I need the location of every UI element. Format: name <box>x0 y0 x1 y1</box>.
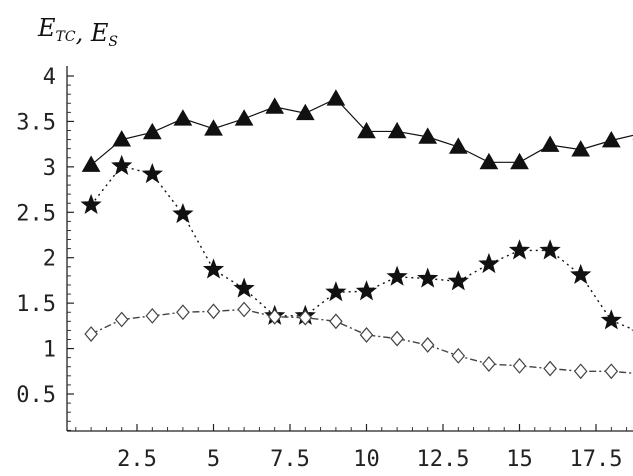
star-marker <box>570 263 592 284</box>
triangle-marker <box>387 121 407 139</box>
diamond-marker <box>329 313 343 330</box>
y-tick-label: 1 <box>43 338 56 363</box>
chart-title: ETC, ES <box>37 14 118 50</box>
y-tick-label: 3 <box>43 156 56 181</box>
triangle-marker <box>510 152 529 170</box>
x-tick-label: 10 <box>353 447 380 472</box>
diamond-marker <box>84 326 98 342</box>
diamond-marker <box>114 311 129 328</box>
triangle-marker <box>265 97 285 114</box>
x-tick-label: 5 <box>207 447 220 472</box>
star-marker <box>233 277 255 298</box>
triangle-marker <box>204 119 223 136</box>
triangle-marker <box>81 155 101 172</box>
x-tick-label: 17.5 <box>570 447 623 472</box>
triangle-marker <box>540 135 560 152</box>
diamond-marker <box>359 327 374 343</box>
star-marker <box>478 252 500 274</box>
y-tick-label: 0.5 <box>16 383 56 408</box>
triangle-marker <box>295 103 315 121</box>
star-marker <box>172 202 194 224</box>
triangle-marker <box>357 121 376 139</box>
diamond-marker <box>482 356 496 372</box>
star-marker <box>508 239 531 260</box>
triangle-marker <box>479 152 499 170</box>
diamond-marker <box>145 307 160 324</box>
star-marker <box>111 154 133 175</box>
triangle-marker <box>326 89 346 106</box>
diamond-marker <box>420 337 435 353</box>
y-tick-label: 2 <box>43 247 56 272</box>
triangle-marker <box>448 137 468 154</box>
triangle-marker <box>418 127 438 144</box>
star-marker <box>447 270 469 291</box>
diamond-marker <box>543 360 557 377</box>
diamond-marker <box>604 363 619 380</box>
y-tick-label: 2.5 <box>16 201 56 226</box>
diamond-marker <box>451 347 466 364</box>
y-tick-label: 4 <box>43 65 56 90</box>
star-marker <box>600 309 622 330</box>
triangle-marker <box>112 130 132 147</box>
star-marker <box>355 280 378 301</box>
diamond-marker <box>390 330 404 347</box>
x-tick-label: 2.5 <box>117 447 157 472</box>
star-marker <box>202 258 225 279</box>
diamond-marker <box>573 363 588 380</box>
star-marker <box>325 281 347 302</box>
diamond-marker <box>237 301 251 318</box>
triangle-marker <box>601 131 621 148</box>
diamond-marker <box>298 309 313 326</box>
triangle-marker <box>571 140 591 157</box>
y-tick-label: 1.5 <box>16 292 56 317</box>
x-tick-label: 12.5 <box>417 447 470 472</box>
star-marker <box>386 265 408 286</box>
triangle-marker <box>142 122 162 140</box>
diamond-marker <box>176 304 190 321</box>
x-tick-label: 7.5 <box>270 447 310 472</box>
star-marker <box>141 162 163 184</box>
star-marker <box>417 267 439 288</box>
star-marker <box>539 239 561 260</box>
diamond-marker <box>267 308 282 325</box>
diamond-marker <box>206 303 221 320</box>
diamond-marker <box>512 357 527 374</box>
triangle-marker <box>234 109 254 126</box>
x-tick-label: 15 <box>506 447 533 472</box>
star-marker <box>80 193 102 215</box>
triangle-marker <box>173 109 193 126</box>
y-tick-label: 3.5 <box>16 110 56 135</box>
